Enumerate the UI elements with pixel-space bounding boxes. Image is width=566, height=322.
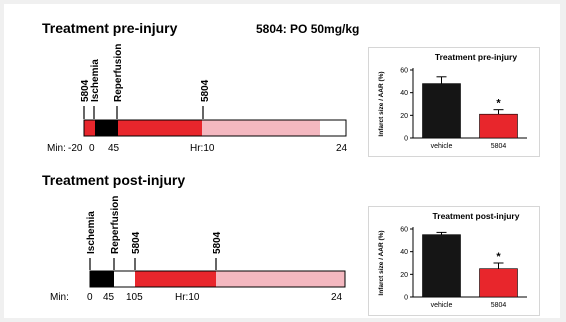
post-injury-title: Treatment post-injury <box>42 172 186 188</box>
y-tick-label: 60 <box>400 68 408 75</box>
pre-tick-label: 0 <box>89 143 95 154</box>
x-tick-label: 5804 <box>491 143 507 150</box>
y-tick-label: 40 <box>400 90 408 97</box>
dose-label: 5804: PO 50mg/kg <box>256 22 360 36</box>
significance-marker: * <box>496 98 501 110</box>
x-tick-label: vehicle <box>431 143 453 150</box>
post-injury-bar-chart: Treatment post-injury 0 20 40 60 Infarct size… <box>378 211 527 309</box>
pre-injury-chart-panel: Treatment pre-injury 0 20 40 60 Infarct size … <box>368 47 540 157</box>
pre-segment-pink <box>202 120 320 136</box>
post-tick-label: 105 <box>126 292 143 303</box>
y-tick-label: 20 <box>400 113 408 120</box>
significance-marker: * <box>496 251 501 263</box>
pre-segment-pre-ischemia <box>84 120 95 136</box>
pre-marker-label: Reperfusion <box>113 44 124 102</box>
pre-injury-title: Treatment pre-injury <box>42 20 178 36</box>
post-tick-label: Hr:10 <box>175 292 200 303</box>
post-marker-label: Reperfusion <box>110 196 121 254</box>
y-tick-label: 20 <box>400 272 408 279</box>
post-marker-label: Ischemia <box>86 211 97 254</box>
y-tick-label: 60 <box>400 227 408 234</box>
pre-segment-end <box>320 120 346 136</box>
y-axis-label: Infarct size / AAR (%) <box>378 71 385 136</box>
y-tick-label: 0 <box>404 295 408 302</box>
post-tick-label: 24 <box>331 292 343 303</box>
post-timeline: Ischemia Reperfusion 5804 5804 Min: 0 45… <box>50 196 346 303</box>
pre-marker-label: 5804 <box>200 79 211 102</box>
y-axis-label: Infarct size / AAR (%) <box>378 230 385 295</box>
pre-tick-label: -20 <box>68 143 83 154</box>
post-segment-ischemia <box>90 271 114 287</box>
pre-segment-ischemia <box>95 120 118 136</box>
post-axis-prefix: Min: <box>50 292 69 303</box>
pre-marker-label: Ischemia <box>90 59 101 102</box>
pre-bar-outline <box>83 119 347 137</box>
post-injury-chart-panel: Treatment post-injury 0 20 40 60 Infarct size… <box>368 206 540 316</box>
pre-segment-reperfusion <box>118 120 202 136</box>
post-segment-pink <box>216 271 345 287</box>
post-marker-label: 5804 <box>212 231 223 254</box>
pre-tick-label: 24 <box>336 143 348 154</box>
post-tick-label: 0 <box>87 292 93 303</box>
bar <box>479 113 518 139</box>
pre-tick-label: 45 <box>108 143 120 154</box>
x-tick-label: vehicle <box>431 302 453 309</box>
bar <box>422 83 461 139</box>
pre-injury-bar-chart: Treatment pre-injury 0 20 40 60 Infarct size … <box>378 52 527 150</box>
pre-marker-label: 5804 <box>80 79 91 102</box>
chart-title: Treatment post-injury <box>433 211 520 221</box>
y-tick-label: 0 <box>404 136 408 143</box>
pre-tick-label: Hr:10 <box>190 143 215 154</box>
bar <box>479 268 518 298</box>
x-tick-label: 5804 <box>491 302 507 309</box>
pre-axis-prefix: Min: <box>47 143 66 154</box>
post-segment-treatment <box>135 271 216 287</box>
bar <box>422 234 461 298</box>
chart-title: Treatment pre-injury <box>435 52 517 62</box>
pre-timeline: 5804 Ischemia Reperfusion 5804 Min: -20 … <box>47 44 348 154</box>
y-tick-label: 40 <box>400 249 408 256</box>
post-segment-gap <box>114 271 135 287</box>
post-bar-outline <box>89 270 346 288</box>
post-marker-label: 5804 <box>131 231 142 254</box>
post-tick-label: 45 <box>103 292 115 303</box>
